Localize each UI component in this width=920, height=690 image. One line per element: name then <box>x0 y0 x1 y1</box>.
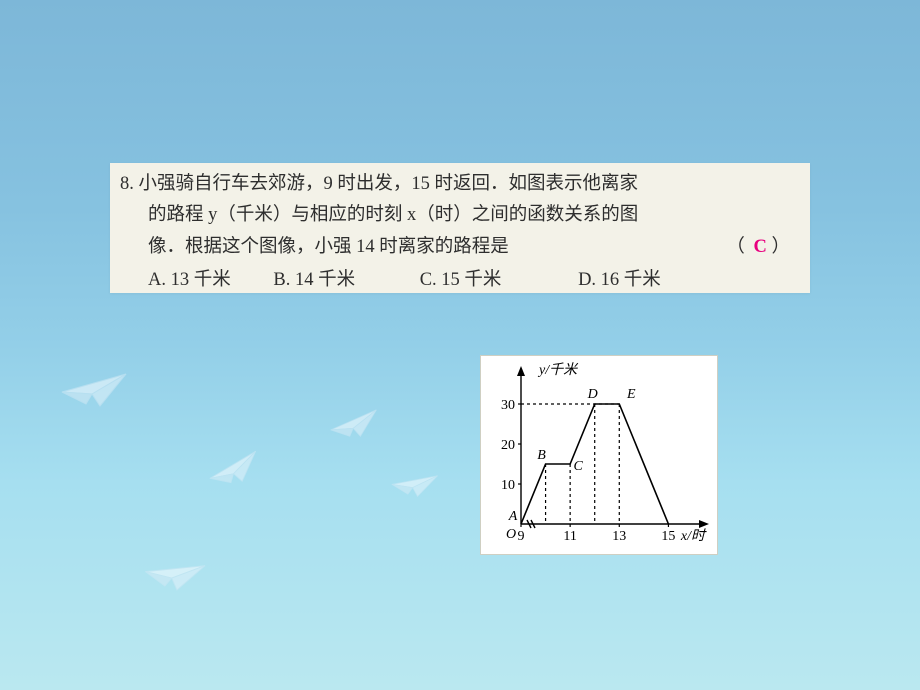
question-text-2: 的路程 y（千米）与相应的时刻 x（时）之间的函数关系的图 <box>148 205 638 225</box>
svg-text:15: 15 <box>661 529 675 544</box>
svg-text:O: O <box>506 527 516 542</box>
chart-panel: 10 20 30 9 11 13 15 y/千米 x/时 OA B C D E <box>480 355 718 555</box>
option-b: B. 14 千米 <box>273 265 355 296</box>
svg-text:13: 13 <box>612 529 626 544</box>
answer-choice: C <box>753 237 766 257</box>
svg-text:10: 10 <box>501 478 515 493</box>
svg-text:C: C <box>573 459 583 474</box>
svg-text:E: E <box>626 387 636 402</box>
distance-time-chart: 10 20 30 9 11 13 15 y/千米 x/时 OA B C D E <box>487 362 711 548</box>
paper-plane-icon <box>204 447 266 492</box>
svg-text:30: 30 <box>501 398 515 413</box>
paper-plane-icon <box>327 406 383 443</box>
paren-open: （ <box>726 237 745 257</box>
option-a: A. 13 千米 <box>148 265 231 296</box>
svg-text:9: 9 <box>518 529 525 544</box>
question-text-1: 小强骑自行车去郊游，9 时出发，15 时返回．如图表示他离家 <box>139 174 639 194</box>
option-c: C. 15 千米 <box>420 265 502 296</box>
question-number: 8. <box>120 174 134 194</box>
question-line-1: 8. 小强骑自行车去郊游，9 时出发，15 时返回．如图表示他离家 <box>120 169 800 200</box>
svg-text:x/时: x/时 <box>680 528 707 544</box>
paper-plane-icon <box>389 469 440 501</box>
svg-text:B: B <box>537 448 546 463</box>
options-row: A. 13 千米 B. 14 千米 C. 15 千米 D. 16 千米 <box>120 265 800 296</box>
svg-text:A: A <box>508 509 518 524</box>
svg-text:20: 20 <box>501 438 515 453</box>
option-d: D. 16 千米 <box>578 265 661 296</box>
answer-group: （ C ） <box>726 232 790 263</box>
question-text-3: 像．根据这个图像，小强 14 时离家的路程是 <box>148 232 509 263</box>
question-line-3: 像．根据这个图像，小强 14 时离家的路程是 （ C ） <box>120 232 790 263</box>
svg-text:D: D <box>587 387 598 402</box>
svg-text:y/千米: y/千米 <box>537 362 579 378</box>
question-panel: 8. 小强骑自行车去郊游，9 时出发，15 时返回．如图表示他离家 的路程 y（… <box>110 163 810 293</box>
paper-plane-icon <box>60 370 130 410</box>
svg-text:11: 11 <box>563 529 576 544</box>
question-line-2: 的路程 y（千米）与相应的时刻 x（时）之间的函数关系的图 <box>120 200 800 231</box>
paper-plane-icon <box>141 552 209 598</box>
paren-close: ） <box>771 237 790 257</box>
